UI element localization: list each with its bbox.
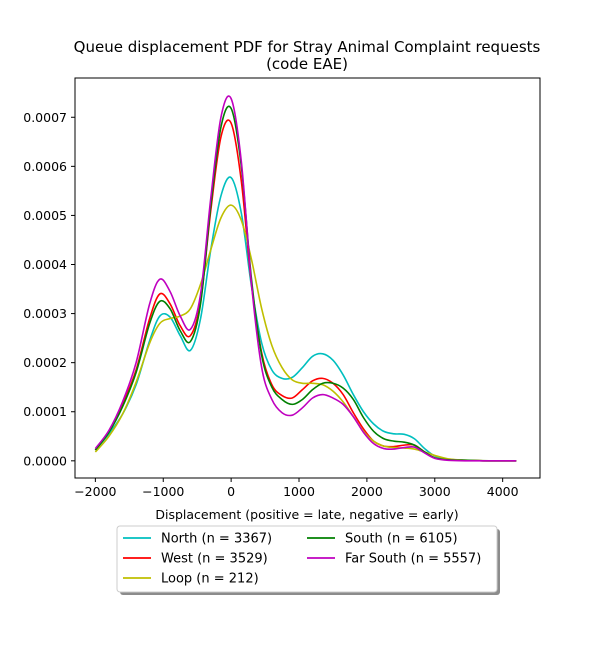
- y-tick-label: 0.0003: [23, 306, 67, 321]
- legend-label: Loop (n = 212): [161, 572, 259, 587]
- y-tick-label: 0.0000: [23, 453, 67, 468]
- series-line-loop: [94, 204, 517, 462]
- legend-label: West (n = 3529): [161, 552, 268, 567]
- y-tick-label: 0.0007: [23, 110, 67, 125]
- y-tick-label: 0.0006: [23, 159, 67, 174]
- legend-label: North (n = 3367): [161, 532, 272, 547]
- x-tick-label: 4000: [487, 484, 519, 499]
- legend: North (n = 3367) West (n = 3529) Loop (n =…: [116, 525, 500, 595]
- x-tick-label: 3000: [419, 484, 451, 499]
- series-line-west: [94, 119, 517, 462]
- x-axis-label: Displacement (positive = late, negative …: [155, 507, 458, 522]
- x-tick-label: 0: [227, 484, 235, 499]
- chart-title: Queue displacement PDF for Stray Animal …: [74, 38, 541, 56]
- legend-box: [116, 525, 498, 593]
- legend-label: Far South (n = 5557): [345, 552, 481, 567]
- series-line-far-south: [94, 95, 517, 462]
- y-tick-label: 0.0001: [23, 404, 67, 419]
- series-line-south: [94, 105, 517, 462]
- x-tick-label: −1000: [142, 484, 184, 499]
- x-tick-label: 1000: [283, 484, 315, 499]
- x-tick-label: 2000: [351, 484, 383, 499]
- series-group: [94, 95, 517, 462]
- y-tick-label: 0.0005: [23, 208, 67, 223]
- axes-frame: [74, 77, 541, 479]
- series-line-north: [94, 176, 517, 462]
- x-tick-label: −2000: [74, 484, 116, 499]
- legend-label: South (n = 6105): [345, 532, 458, 547]
- y-tick-label: 0.0002: [23, 355, 67, 370]
- plot-area: −2000 −1000 0 1000 2000 3000 4000 0.0000 0.0001 0…: [23, 77, 541, 499]
- y-tick-label: 0.0004: [23, 257, 67, 272]
- chart-subtitle: (code EAE): [266, 55, 348, 73]
